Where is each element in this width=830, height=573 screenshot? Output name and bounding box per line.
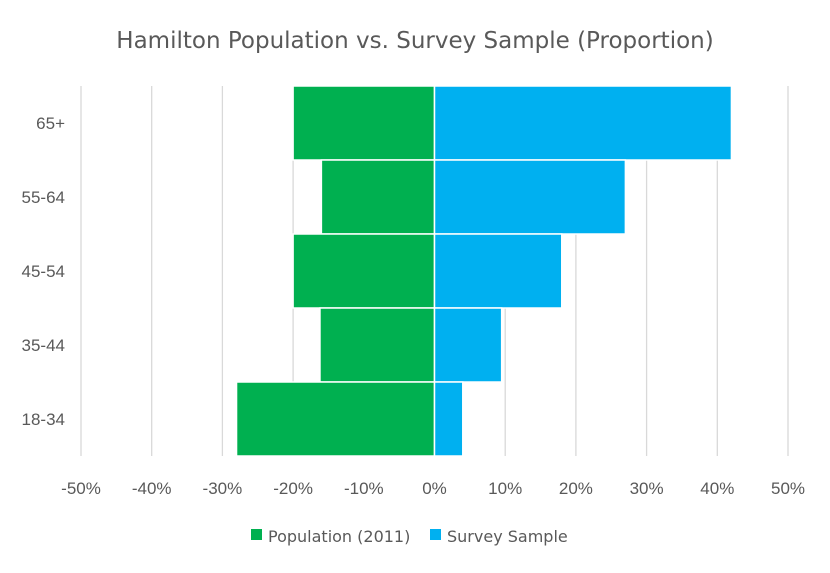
bar-population-18-34 (235, 381, 436, 457)
x-tick-label: -30% (203, 479, 243, 498)
x-tick-label: 50% (771, 479, 805, 498)
x-tick-label: 10% (488, 479, 522, 498)
x-tick-label: -10% (344, 479, 384, 498)
x-tick-label: 30% (630, 479, 664, 498)
bar-population-45-54 (292, 233, 436, 309)
bar-population-65+ (292, 85, 436, 161)
x-tick-label: -20% (273, 479, 313, 498)
y-tick-label: 65+ (36, 114, 65, 133)
y-tick-label: 45-54 (22, 262, 65, 281)
legend-swatch-survey (430, 529, 441, 540)
chart-title: Hamilton Population vs. Survey Sample (P… (116, 28, 713, 54)
y-tick-label: 35-44 (22, 336, 65, 355)
y-axis-labels: 65+ 55-64 45-54 35-44 18-34 (22, 114, 66, 429)
bars (235, 85, 733, 457)
y-tick-label: 18-34 (22, 410, 65, 429)
x-tick-label: 0% (422, 479, 447, 498)
legend-swatch-population (251, 529, 262, 540)
x-tick-label: 40% (700, 479, 734, 498)
legend: Population (2011) Survey Sample (251, 527, 568, 546)
bar-survey-65+ (433, 85, 733, 161)
legend-label-population: Population (2011) (268, 527, 410, 546)
bar-survey-35-44 (433, 307, 503, 383)
bar-survey-18-34 (433, 381, 464, 457)
x-tick-label: -50% (61, 479, 101, 498)
bar-survey-55-64 (433, 159, 627, 235)
x-tick-label: 20% (559, 479, 593, 498)
x-axis-labels: -50% -40% -30% -20% -10% 0% 10% 20% 30% 40% 50% (61, 479, 805, 498)
x-tick-label: -40% (132, 479, 172, 498)
y-tick-label: 55-64 (22, 188, 65, 207)
bar-survey-45-54 (433, 233, 563, 309)
bar-population-55-64 (320, 159, 436, 235)
legend-label-survey: Survey Sample (447, 527, 568, 546)
bar-population-35-44 (319, 307, 436, 383)
